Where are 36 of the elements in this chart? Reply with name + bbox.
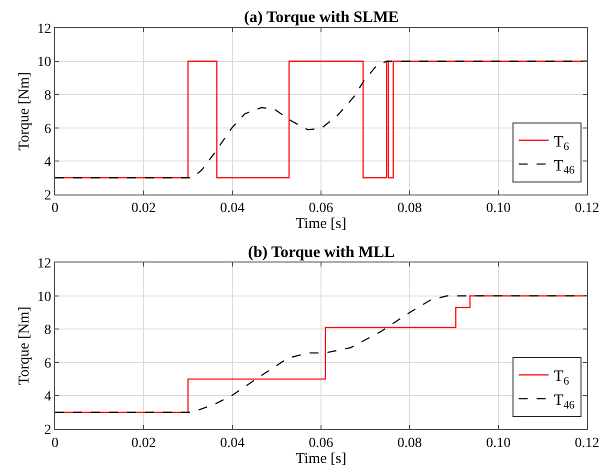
y-tick-label: 8 bbox=[44, 88, 52, 104]
legend-label: T$_{6}$ bbox=[554, 134, 570, 153]
y-axis-title: Torque [Nm] bbox=[16, 72, 32, 150]
x-tick-label: 0 bbox=[52, 201, 58, 216]
x-tick-label: 0.02 bbox=[131, 436, 156, 451]
y-tick-label: 2 bbox=[44, 188, 52, 204]
x-axis-title: Time [s] bbox=[296, 216, 346, 232]
x-tick-label: 0 bbox=[52, 436, 58, 451]
y-tick-label: 6 bbox=[44, 356, 52, 372]
x-tick-label: 0.06 bbox=[308, 436, 334, 451]
x-tick-label: 0.02 bbox=[131, 201, 156, 216]
x-tick-label: 0.08 bbox=[397, 436, 422, 451]
y-tick-label: 2 bbox=[44, 422, 52, 438]
y-tick-label: 10 bbox=[37, 290, 52, 305]
y-tick-label: 10 bbox=[37, 55, 52, 70]
chart-title: (b) Torque with MLL bbox=[248, 244, 395, 261]
x-tick-label: 0.08 bbox=[397, 201, 422, 216]
legend-label: T$_{46}$ bbox=[554, 157, 576, 177]
x-tick-label: 0.12 bbox=[574, 436, 600, 451]
legend-label: T$_{6}$ bbox=[554, 368, 570, 388]
legend-label: T$_{46}$ bbox=[554, 392, 576, 412]
x-tick-label: 0.06 bbox=[308, 201, 334, 216]
x-tick-label: 0.04 bbox=[220, 201, 245, 216]
y-tick-label: 12 bbox=[37, 22, 52, 37]
x-axis-title: Time [s] bbox=[296, 450, 346, 467]
x-tick-label: 0.10 bbox=[486, 201, 511, 216]
x-tick-label: 0.12 bbox=[574, 201, 600, 216]
x-tick-label: 0.04 bbox=[220, 436, 245, 451]
y-axis-title: Torque [Nm] bbox=[16, 306, 32, 386]
x-tick-label: 0.10 bbox=[486, 436, 511, 451]
chart-title: (a) Torque with SLME bbox=[244, 9, 399, 26]
y-tick-label: 4 bbox=[44, 390, 52, 405]
y-tick-label: 4 bbox=[44, 155, 52, 170]
y-tick-label: 12 bbox=[37, 256, 52, 272]
y-tick-label: 6 bbox=[44, 122, 52, 137]
y-tick-label: 8 bbox=[44, 323, 52, 338]
